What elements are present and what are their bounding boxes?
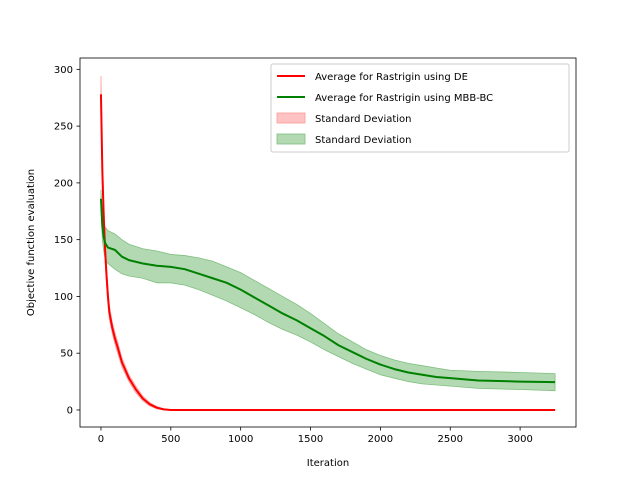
y-tick-label: 300: [54, 65, 73, 76]
series-line-1: [99, 94, 556, 411]
y-tick-label: 200: [54, 178, 73, 189]
legend-items: Average for Rastrigin using DE Average fo…: [276, 72, 493, 146]
series-lines: [99, 94, 556, 411]
x-tick-label: 2500: [438, 434, 463, 445]
y-axis: 0 50 100 150 200 250 300: [54, 65, 80, 416]
x-axis-label: Iteration: [307, 458, 349, 469]
plot-frame: [79, 57, 577, 428]
y-tick-label: 150: [54, 235, 73, 246]
x-tick-label: 500: [161, 434, 180, 445]
x-tick-label: 0: [98, 434, 104, 445]
y-axis-label: Objective function evaluation: [26, 169, 37, 316]
x-tick-label: 2000: [368, 434, 393, 445]
legend-patch-swatch: [276, 133, 306, 145]
legend-label: Average for Rastrigin using DE: [315, 72, 468, 83]
y-tick-label: 0: [67, 405, 73, 416]
x-axis: 0 500 1000 1500 2000 2500 3000: [98, 427, 533, 445]
y-tick-label: 100: [54, 292, 73, 303]
y-tick-label: 250: [54, 122, 73, 133]
legend-label: Standard Deviation: [315, 135, 412, 146]
series-line-2: [99, 198, 556, 384]
x-tick-label: 3000: [507, 434, 532, 445]
legend: Average for Rastrigin using DE Average fo…: [270, 63, 570, 153]
legend-label: Average for Rastrigin using MBB-BC: [315, 93, 493, 104]
legend-box: [270, 63, 570, 153]
legend-patch-swatch: [276, 112, 306, 124]
legend-label: Standard Deviation: [315, 114, 412, 125]
x-tick-label: 1500: [298, 434, 323, 445]
y-tick-label: 50: [60, 349, 73, 360]
x-tick-label: 1000: [228, 434, 253, 445]
std-band-2: [100, 189, 556, 392]
